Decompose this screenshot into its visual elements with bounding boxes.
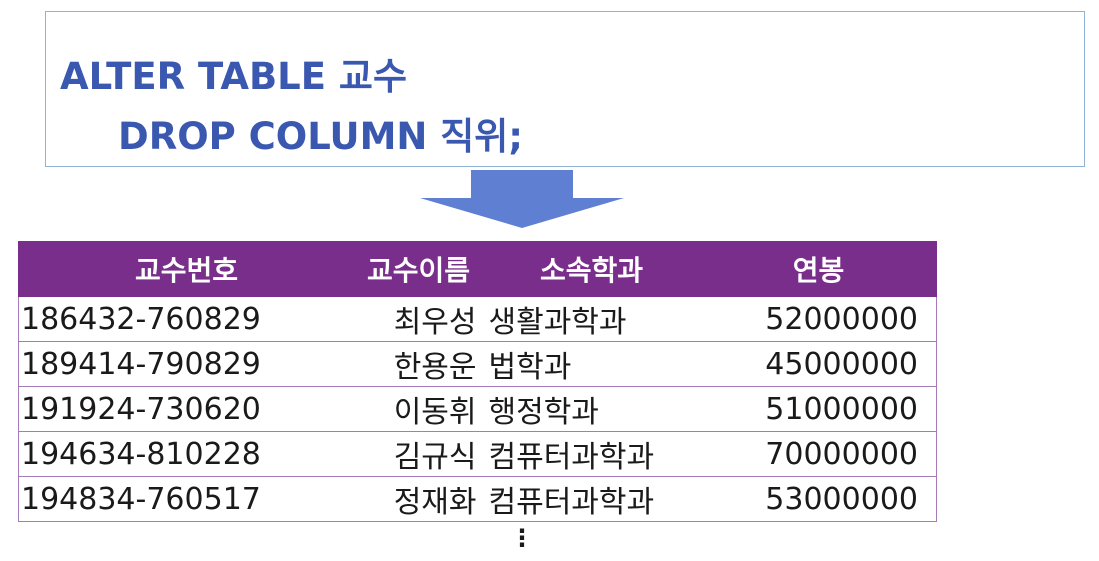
cell-professor-id: 186432-760829 xyxy=(18,296,355,342)
sql-statement-box: ALTER TABLE 교수 DROP COLUMN 직위; xyxy=(45,11,1085,167)
cell-professor-id: 194834-760517 xyxy=(18,476,355,522)
cell-salary: 52000000 xyxy=(700,296,937,342)
cell-department: 컴퓨터과학과 xyxy=(482,431,701,477)
cell-department: 컴퓨터과학과 xyxy=(482,476,701,522)
table-row: 194634-810228 김규식 컴퓨터과학과 70000000 xyxy=(18,431,937,477)
table-header-row: 교수번호 교수이름 소속학과 연봉 xyxy=(18,241,937,297)
sql-line-drop: DROP COLUMN 직위; xyxy=(118,115,524,158)
header-professor-name: 교수이름 xyxy=(354,241,483,297)
header-department: 소속학과 xyxy=(482,241,701,297)
cell-professor-id: 189414-790829 xyxy=(18,341,355,387)
table-row: 186432-760829 최우성 생활과학과 52000000 xyxy=(18,296,937,342)
table-row: 194834-760517 정재화 컴퓨터과학과 53000000 xyxy=(18,476,937,522)
cell-department: 행정학과 xyxy=(482,386,701,432)
cell-department: 생활과학과 xyxy=(482,296,701,342)
header-salary: 연봉 xyxy=(700,241,937,297)
header-professor-id: 교수번호 xyxy=(18,241,355,297)
cell-professor-name: 한용운 xyxy=(354,341,483,387)
cell-professor-id: 191924-730620 xyxy=(18,386,355,432)
cell-salary: 51000000 xyxy=(700,386,937,432)
cell-salary: 45000000 xyxy=(700,341,937,387)
arrow-shape xyxy=(420,170,624,228)
cell-professor-name: 이동휘 xyxy=(354,386,483,432)
cell-salary: 53000000 xyxy=(700,476,937,522)
cell-professor-id: 194634-810228 xyxy=(18,431,355,477)
cell-professor-name: 김규식 xyxy=(354,431,483,477)
table-row: 189414-790829 한용운 법학과 45000000 xyxy=(18,341,937,387)
cell-salary: 70000000 xyxy=(700,431,937,477)
down-arrow-icon xyxy=(420,170,624,228)
more-rows-ellipsis: ⋮ xyxy=(510,524,534,552)
cell-department: 법학과 xyxy=(482,341,701,387)
cell-professor-name: 최우성 xyxy=(354,296,483,342)
sql-line-alter: ALTER TABLE 교수 xyxy=(60,55,407,98)
professor-table: 교수번호 교수이름 소속학과 연봉 186432-760829 최우성 생활과학… xyxy=(18,241,937,522)
table-row: 191924-730620 이동휘 행정학과 51000000 xyxy=(18,386,937,432)
cell-professor-name: 정재화 xyxy=(354,476,483,522)
